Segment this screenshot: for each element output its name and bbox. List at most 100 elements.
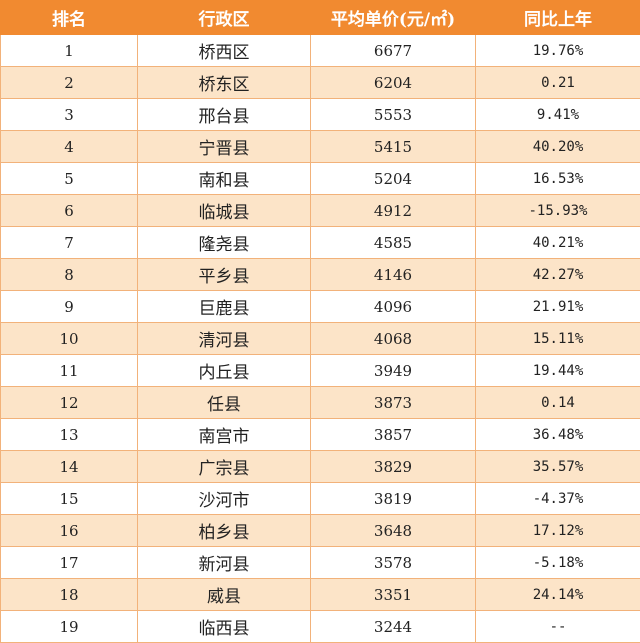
- price-cell: 3949: [311, 355, 476, 387]
- yoy-cell: --: [476, 611, 640, 643]
- price-cell: 4585: [311, 227, 476, 259]
- rank-cell: 8: [1, 259, 138, 291]
- rank-cell: 11: [1, 355, 138, 387]
- district-cell: 广宗县: [138, 451, 311, 483]
- price-cell: 5204: [311, 163, 476, 195]
- yoy-cell: 9.41%: [476, 99, 640, 131]
- rank-cell: 1: [1, 35, 138, 67]
- district-cell: 巨鹿县: [138, 291, 311, 323]
- rank-cell: 6: [1, 195, 138, 227]
- price-cell: 4096: [311, 291, 476, 323]
- rank-cell: 9: [1, 291, 138, 323]
- rank-cell: 17: [1, 547, 138, 579]
- header-rank: 排名: [1, 1, 138, 35]
- price-cell: 4068: [311, 323, 476, 355]
- district-cell: 沙河市: [138, 483, 311, 515]
- header-row: 排名 行政区 平均单价(元/㎡) 同比上年: [1, 1, 640, 35]
- district-cell: 任县: [138, 387, 311, 419]
- rank-cell: 7: [1, 227, 138, 259]
- yoy-cell: 42.27%: [476, 259, 640, 291]
- yoy-cell: 0.14: [476, 387, 640, 419]
- rank-cell: 2: [1, 67, 138, 99]
- header-price: 平均单价(元/㎡): [311, 1, 476, 35]
- price-cell: 6204: [311, 67, 476, 99]
- price-cell: 3351: [311, 579, 476, 611]
- district-cell: 南和县: [138, 163, 311, 195]
- yoy-cell: 16.53%: [476, 163, 640, 195]
- yoy-cell: 0.21: [476, 67, 640, 99]
- rank-cell: 3: [1, 99, 138, 131]
- yoy-cell: 15.11%: [476, 323, 640, 355]
- district-cell: 新河县: [138, 547, 311, 579]
- district-cell: 清河县: [138, 323, 311, 355]
- price-cell: 4912: [311, 195, 476, 227]
- header-yoy: 同比上年: [476, 1, 640, 35]
- yoy-cell: 35.57%: [476, 451, 640, 483]
- yoy-cell: 21.91%: [476, 291, 640, 323]
- rank-cell: 18: [1, 579, 138, 611]
- price-cell: 5415: [311, 131, 476, 163]
- district-cell: 邢台县: [138, 99, 311, 131]
- rank-cell: 14: [1, 451, 138, 483]
- price-cell: 3829: [311, 451, 476, 483]
- yoy-cell: 24.14%: [476, 579, 640, 611]
- district-cell: 隆尧县: [138, 227, 311, 259]
- district-cell: 南宫市: [138, 419, 311, 451]
- district-cell: 桥东区: [138, 67, 311, 99]
- price-cell: 6677: [311, 35, 476, 67]
- yoy-cell: 40.20%: [476, 131, 640, 163]
- yoy-cell: 40.21%: [476, 227, 640, 259]
- price-cell: 5553: [311, 99, 476, 131]
- price-cell: 3578: [311, 547, 476, 579]
- price-cell: 4146: [311, 259, 476, 291]
- rank-cell: 4: [1, 131, 138, 163]
- yoy-cell: -4.37%: [476, 483, 640, 515]
- district-cell: 临西县: [138, 611, 311, 643]
- yoy-cell: -15.93%: [476, 195, 640, 227]
- rank-cell: 16: [1, 515, 138, 547]
- district-cell: 平乡县: [138, 259, 311, 291]
- yoy-cell: 36.48%: [476, 419, 640, 451]
- district-cell: 桥西区: [138, 35, 311, 67]
- yoy-cell: 17.12%: [476, 515, 640, 547]
- table-header: 排名 行政区 平均单价(元/㎡) 同比上年: [1, 1, 640, 35]
- yoy-cell: 19.44%: [476, 355, 640, 387]
- rank-cell: 12: [1, 387, 138, 419]
- district-cell: 柏乡县: [138, 515, 311, 547]
- yoy-cell: 19.76%: [476, 35, 640, 67]
- price-cell: 3648: [311, 515, 476, 547]
- rank-cell: 19: [1, 611, 138, 643]
- price-cell: 3819: [311, 483, 476, 515]
- rank-cell: 5: [1, 163, 138, 195]
- header-district: 行政区: [138, 1, 311, 35]
- price-cell: 3244: [311, 611, 476, 643]
- district-cell: 内丘县: [138, 355, 311, 387]
- rank-cell: 13: [1, 419, 138, 451]
- rank-cell: 10: [1, 323, 138, 355]
- price-cell: 3857: [311, 419, 476, 451]
- district-cell: 临城县: [138, 195, 311, 227]
- price-cell: 3873: [311, 387, 476, 419]
- district-cell: 宁晋县: [138, 131, 311, 163]
